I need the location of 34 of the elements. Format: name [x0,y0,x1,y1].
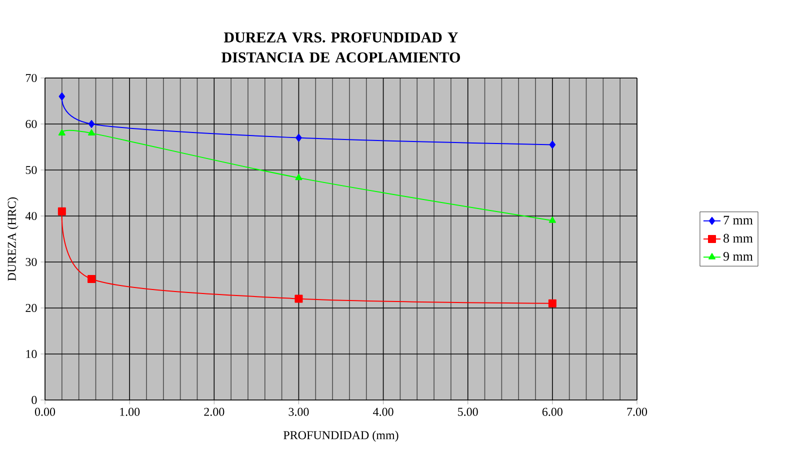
legend-label: 7 mm [724,216,753,224]
y-tick-label: 60 [26,120,37,128]
y-axis-title: DUREZA (HRC) [7,197,18,281]
chart-title: DUREZA VRS. PROFUNDIDAD Y DISTANCIA DE ACOPLAMIENTO [222,32,460,62]
legend-label: 9 mm [723,252,753,261]
point [88,129,96,136]
point [88,120,95,128]
x-tick-label: 5.00 [458,408,478,416]
x-tick-label: 3.00 [288,408,309,416]
y-tick-label: 40 [25,212,37,220]
x-tick-label: 7.00 [627,408,648,416]
point [88,275,96,284]
y-tick-label: 20 [26,304,37,312]
y-tick-label: 50 [26,166,37,174]
point [58,92,66,100]
x-axis-title: PROFUNDIDAD (mm) [284,430,398,442]
point [294,294,303,303]
y-tick-label: 0 [32,396,37,404]
x-tick-label: 0.00 [34,408,56,416]
point [549,140,556,149]
y-tick-label: 30 [26,258,37,266]
point [295,174,302,180]
point [548,216,556,223]
point [548,299,556,308]
point [58,129,66,136]
x-tick-label: 2.00 [204,408,224,416]
y-tick-label: 10 [26,350,37,358]
x-tick-label: 1.00 [120,408,140,416]
point [296,134,302,142]
point [58,207,66,216]
legend-label: 8 mm [724,234,753,243]
x-tick-label: 4.00 [373,408,394,416]
y-tick-label: 70 [26,74,37,82]
x-tick-label: 6.00 [542,408,562,416]
